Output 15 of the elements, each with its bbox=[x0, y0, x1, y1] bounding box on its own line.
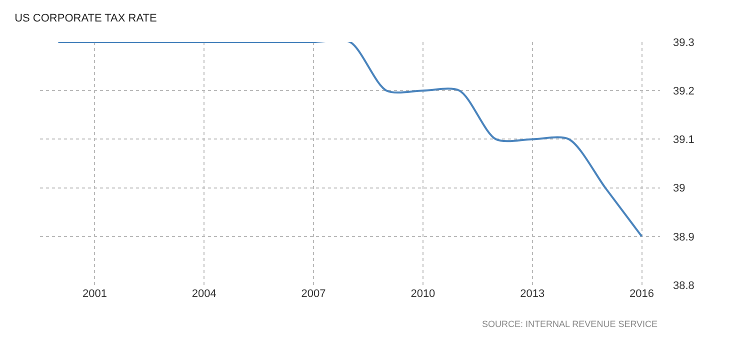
x-tick-label: 2004 bbox=[192, 288, 216, 300]
x-tick-label: 2007 bbox=[301, 288, 326, 300]
y-tick-label: 39.2 bbox=[673, 85, 694, 98]
y-tick-label: 38.8 bbox=[673, 280, 694, 292]
line-series bbox=[57, 42, 643, 238]
chart-title: US CORPORATE TAX RATE bbox=[14, 12, 157, 24]
y-tick-label: 39.3 bbox=[673, 36, 694, 49]
x-tick-label: 2010 bbox=[410, 288, 436, 300]
source-note: SOURCE: INTERNAL REVENUE SERVICE bbox=[482, 319, 658, 329]
x-tick-label: 2001 bbox=[82, 288, 107, 300]
y-tick-label: 39.1 bbox=[673, 134, 694, 146]
x-tick-label: 2013 bbox=[520, 288, 545, 300]
y-tick-label: 38.9 bbox=[673, 231, 694, 244]
y-tick-label: 39 bbox=[673, 182, 686, 195]
x-tick-label: 2016 bbox=[630, 288, 654, 300]
